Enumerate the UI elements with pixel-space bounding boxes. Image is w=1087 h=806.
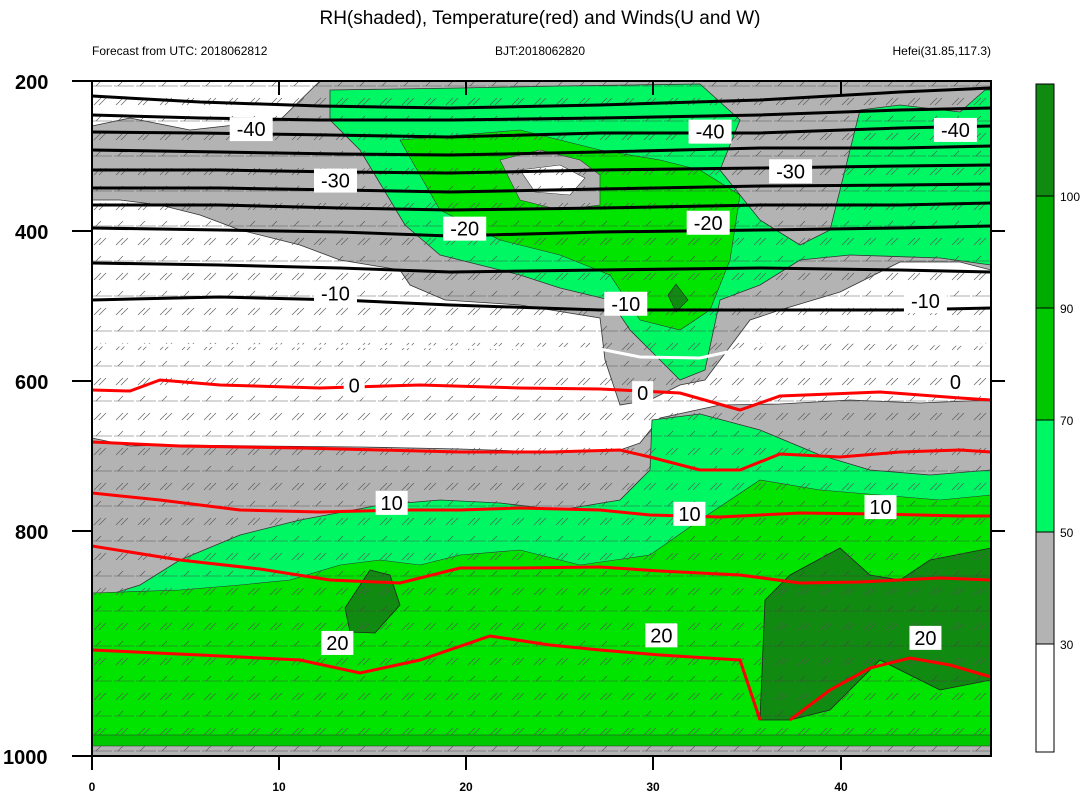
contour-label-box: [604, 291, 648, 316]
isotherm-black-10: [92, 295, 991, 312]
x-tick-label: 0: [89, 780, 96, 794]
colorbar-bin: [1036, 644, 1054, 752]
isotherm-black-9: [92, 261, 991, 274]
chart-title: RH(shaded), Temperature(red) and Winds(U…: [319, 8, 760, 29]
y-tick-label: 400: [15, 222, 48, 244]
colorbar-bin: [1036, 308, 1054, 420]
contour-label-box: [229, 117, 273, 142]
colorbar-bin: [1036, 196, 1054, 308]
contour-label-box: [443, 216, 487, 241]
isotherm-red-1: [92, 378, 991, 412]
contour-label: 0: [349, 376, 360, 398]
colorbar-label: 50: [1060, 526, 1074, 540]
x-tick-label: 30: [646, 780, 660, 794]
contour-label-box: [313, 168, 357, 193]
contour-label-box: [321, 630, 354, 655]
contour-label-box: [645, 623, 678, 648]
contour-label-box: [909, 625, 942, 650]
contour-label: 0: [637, 383, 648, 405]
isotherm-red-6: [789, 656, 991, 722]
colorbar-label: 30: [1060, 638, 1074, 652]
isotherm-red-4: [92, 544, 991, 585]
colorbar-label: 90: [1060, 302, 1074, 316]
contour-label: -20: [694, 213, 723, 235]
contour-label: -20: [450, 219, 479, 241]
colorbar: 100 90 70 50 30: [1035, 83, 1080, 753]
x-tick-label: 20: [459, 780, 473, 794]
colorbar-bin: [1036, 84, 1054, 196]
contour-label: 20: [650, 625, 672, 647]
y-tick-label: 600: [15, 372, 48, 394]
contour-label: -10: [611, 294, 640, 316]
contour-label-box: [864, 495, 897, 520]
isotherm-black-4: [92, 144, 991, 157]
y-axis: 200 400 600 800 1000: [3, 72, 1005, 769]
x-tick-label: 10: [272, 780, 286, 794]
contour-label: -10: [911, 291, 940, 313]
contour-label: -40: [941, 120, 970, 142]
x-axis: 0 10 20 30 40: [89, 81, 848, 794]
contour-labels: -40 -40 -40 -30 -30 -20 -20 -10 -10 -10 0 0 0 10 10 10 2…: [229, 117, 977, 655]
contour-label-box: [686, 210, 730, 235]
contour-label-box: [343, 373, 365, 398]
contour-label: 0: [950, 372, 961, 394]
contour-label: 20: [914, 628, 936, 650]
contour-label-box: [313, 281, 357, 306]
isotherm-black-7: [92, 201, 991, 212]
colorbar-bin: [1036, 532, 1054, 644]
rh-shading: [92, 81, 991, 756]
contour-label: -10: [321, 284, 350, 306]
y-tick-label: 1000: [3, 747, 48, 769]
isotherm-black-2: [92, 106, 991, 122]
contour-label: -40: [696, 122, 725, 144]
contour-label-box: [944, 370, 966, 395]
contour-label: -30: [321, 171, 350, 193]
contour-label-box: [632, 381, 654, 406]
subtitle-right: Hefei(31.85,117.3): [892, 44, 991, 58]
contour-label: 10: [869, 497, 891, 519]
isotherm-black-6: [92, 182, 991, 194]
y-tick-label: 800: [15, 522, 48, 544]
x-tick-label: 40: [834, 780, 848, 794]
contour-label-box: [688, 119, 732, 144]
isotherm-red-2: [92, 440, 991, 472]
isotherm-black-8: [92, 224, 991, 238]
plot-frame: [91, 80, 992, 757]
isotherm-black-5: [92, 163, 991, 175]
y-tick-label: 200: [15, 72, 48, 94]
contour-label: 10: [678, 504, 700, 526]
contour-label-box: [673, 501, 706, 526]
isotherm-black-1: [92, 86, 991, 110]
isotherm-black-3: [92, 124, 991, 139]
contour-label: 10: [381, 493, 403, 515]
subtitle-left: Forecast from UTC: 2018062812: [92, 44, 268, 58]
contour-label-box: [903, 289, 947, 314]
contour-label: 20: [326, 633, 348, 655]
isotherm-red-5: [92, 634, 762, 721]
contour-label: -40: [237, 119, 266, 141]
colorbar-bin: [1036, 420, 1054, 532]
contour-label: -30: [776, 161, 805, 183]
contour-label-box: [769, 159, 813, 184]
colorbar-frame: [1035, 83, 1055, 753]
colorbar-label: 70: [1060, 414, 1074, 428]
contour-label-box: [375, 490, 408, 515]
subtitle-center: BJT:2018062820: [495, 44, 585, 58]
contour-label-box: [933, 117, 977, 142]
isotherm-zero: [92, 340, 991, 360]
colorbar-label: 100: [1060, 190, 1080, 204]
